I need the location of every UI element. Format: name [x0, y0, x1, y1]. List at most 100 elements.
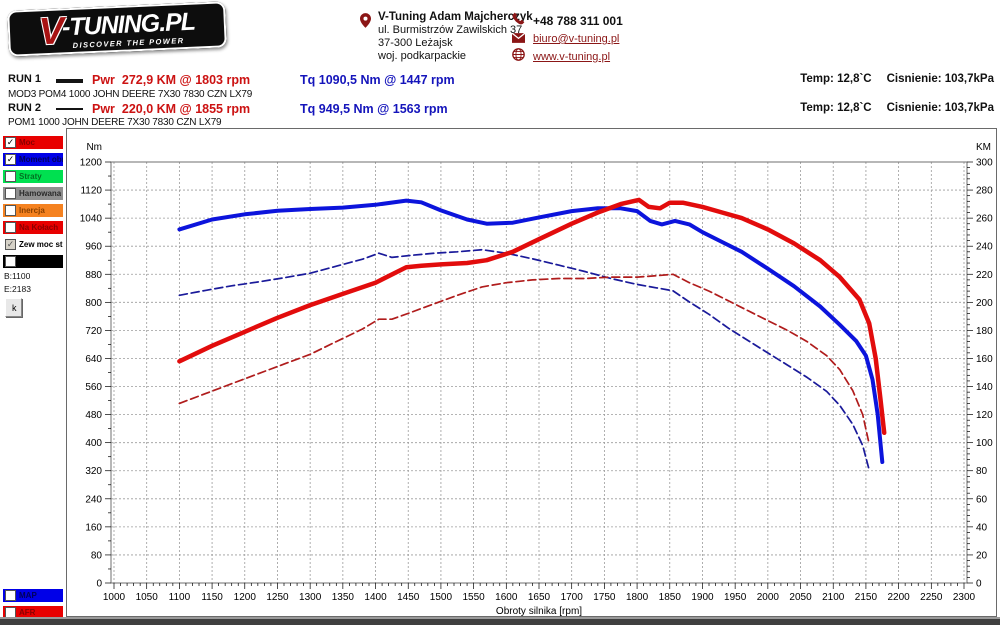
globe-icon [512, 48, 525, 66]
website-link[interactable]: www.v-tuning.pl [533, 51, 611, 63]
legend-item-moment-obr[interactable]: ✓ Moment obr [3, 153, 63, 166]
legend-label: AFR [19, 608, 36, 617]
checkbox[interactable]: ✓ [5, 239, 16, 250]
svg-text:40: 40 [976, 522, 988, 533]
svg-text:80: 80 [976, 466, 988, 477]
checkbox[interactable] [5, 222, 16, 233]
phone-number: +48 788 311 001 [533, 14, 623, 28]
checkbox[interactable] [5, 256, 16, 267]
svg-text:160: 160 [85, 522, 102, 533]
svg-text:60: 60 [976, 494, 988, 505]
svg-text:120: 120 [976, 410, 993, 421]
svg-text:1850: 1850 [659, 592, 682, 603]
legend-checkbox-list: ✓ Moc ✓ Moment obr Straty Hamowana Inercja Na K… [0, 136, 63, 272]
svg-text:1700: 1700 [561, 592, 584, 603]
contact-address-2: 37-300 Leżajsk [378, 37, 453, 49]
checkbox[interactable] [5, 171, 16, 182]
legend-label: Na Kołach [19, 223, 59, 232]
checkbox[interactable] [5, 590, 16, 601]
range-begin-value: B:1100 [4, 271, 31, 281]
svg-text:1120: 1120 [80, 186, 102, 197]
run2-torque-peak: Tq 949,5 Nm @ 1563 rpm [300, 102, 448, 116]
legend-label: Moment obr [19, 155, 63, 164]
contact-links-block: +48 788 311 001 biuro@v-tuning.pl www.v-… [511, 12, 623, 67]
svg-text:400: 400 [85, 438, 102, 449]
k-button[interactable]: k [5, 298, 22, 317]
svg-text:280: 280 [976, 186, 993, 197]
chart-panel: 1000 1050 1100 1150 1200 1250 1300 1350 1400 1450… [66, 128, 997, 617]
legend-label: MAP [19, 591, 37, 600]
dyno-chart: 1000 1050 1100 1150 1200 1250 1300 1350 1400 1450… [80, 142, 993, 616]
svg-text:260: 260 [976, 214, 993, 225]
svg-text:880: 880 [85, 270, 102, 281]
email-icon [511, 30, 526, 48]
svg-text:140: 140 [976, 382, 993, 393]
svg-text:Nm: Nm [86, 142, 102, 153]
range-values: B:1100 E:2183 [4, 270, 31, 296]
legend-item-hamowana[interactable]: Hamowana [3, 187, 63, 200]
legend-item-na-ko-ach[interactable]: Na Kołach [3, 221, 63, 234]
svg-text:1250: 1250 [266, 592, 289, 603]
svg-text:320: 320 [85, 466, 102, 477]
run1-temp: Temp: 12,8`C [800, 73, 872, 85]
svg-text:0: 0 [976, 579, 982, 590]
svg-text:220: 220 [976, 270, 993, 281]
legend-item-zew-moc-st[interactable]: ✓ Zew moc st [3, 238, 63, 251]
svg-text:960: 960 [85, 242, 102, 253]
legend-item-afr[interactable]: AFR [3, 606, 63, 619]
svg-text:1050: 1050 [136, 592, 159, 603]
run2-description: POM1 1000 JOHN DEERE 7X30 7830 CZN LX79 [8, 117, 222, 128]
checkbox[interactable]: ✓ [5, 137, 16, 148]
run2-line-swatch [56, 108, 83, 110]
contact-address-1: ul. Burmistrzów Zawilskich 37 [378, 24, 523, 36]
legend-label: Hamowana [19, 189, 62, 198]
svg-text:2300: 2300 [953, 592, 976, 603]
legend-label: Inercja [19, 206, 45, 215]
svg-text:1040: 1040 [80, 214, 103, 225]
run1-power-peak: Pwr 272,9 KM @ 1803 rpm [92, 73, 251, 87]
svg-text:1300: 1300 [299, 592, 322, 603]
checkbox[interactable] [5, 205, 16, 216]
legend-item-blank[interactable] [3, 255, 63, 268]
email-link[interactable]: biuro@v-tuning.pl [533, 33, 620, 45]
svg-text:2000: 2000 [757, 592, 780, 603]
svg-text:1750: 1750 [593, 592, 616, 603]
svg-text:480: 480 [85, 410, 102, 421]
svg-text:1900: 1900 [691, 592, 714, 603]
svg-text:2100: 2100 [822, 592, 845, 603]
run2-label: RUN 2 [8, 102, 42, 114]
svg-text:560: 560 [85, 382, 102, 393]
run1-pressure: Cisnienie: 103,7kPa [886, 73, 994, 85]
run2-temp: Temp: 12,8`C [800, 102, 872, 114]
run2-summary-row: RUN 2 Pwr 220,0 KM @ 1855 rpm Tq 949,5 N… [0, 102, 1000, 116]
run1-line-swatch [56, 79, 83, 83]
svg-text:160: 160 [976, 354, 993, 365]
svg-text:1350: 1350 [332, 592, 355, 603]
svg-text:1200: 1200 [234, 592, 257, 603]
svg-text:800: 800 [85, 298, 102, 309]
svg-text:1100: 1100 [169, 592, 191, 603]
checkbox[interactable]: ✓ [5, 154, 16, 165]
legend-label: Straty [19, 172, 42, 181]
legend-item-inercja[interactable]: Inercja [3, 204, 63, 217]
svg-text:1450: 1450 [397, 592, 420, 603]
legend-label: Zew moc st [19, 240, 63, 249]
svg-text:240: 240 [976, 242, 993, 253]
run2-pressure: Cisnienie: 103,7kPa [886, 102, 994, 114]
legend-item-straty[interactable]: Straty [3, 170, 63, 183]
legend-item-map[interactable]: MAP [3, 589, 63, 602]
svg-text:200: 200 [976, 298, 993, 309]
legend-item-moc[interactable]: ✓ Moc [3, 136, 63, 149]
checkbox[interactable] [5, 188, 16, 199]
range-end-value: E:2183 [4, 284, 31, 294]
svg-text:1600: 1600 [495, 592, 518, 603]
svg-text:2250: 2250 [920, 592, 943, 603]
svg-text:1500: 1500 [430, 592, 453, 603]
svg-text:1550: 1550 [462, 592, 485, 603]
contact-address-3: woj. podkarpackie [378, 50, 467, 62]
contact-block: V-Tuning Adam Majcherczyk ul. Burmistrzó… [360, 11, 533, 63]
run1-torque-peak: Tq 1090,5 Nm @ 1447 rpm [300, 73, 455, 87]
svg-text:1650: 1650 [528, 592, 551, 603]
svg-text:2050: 2050 [789, 592, 812, 603]
location-pin-icon [360, 13, 371, 63]
